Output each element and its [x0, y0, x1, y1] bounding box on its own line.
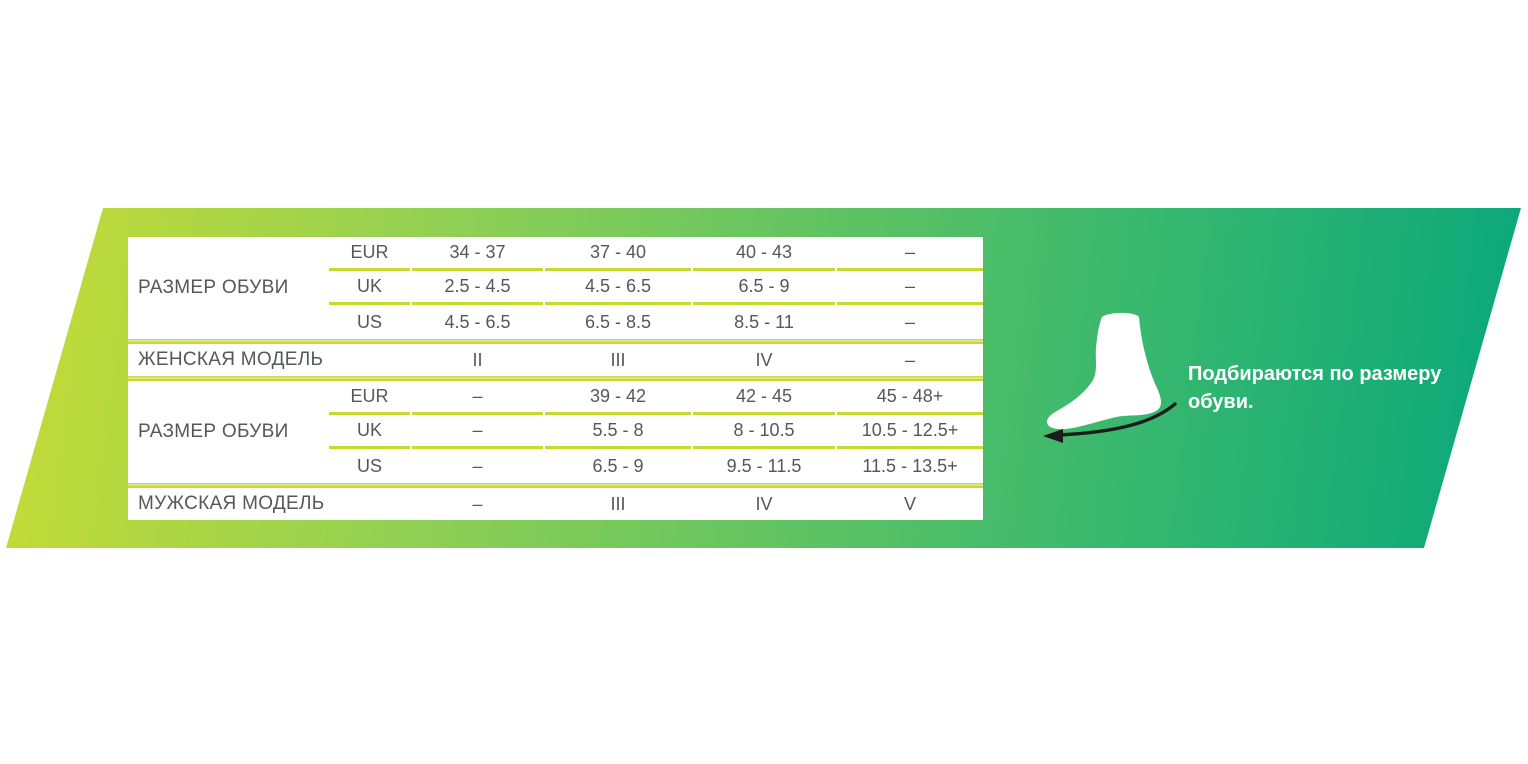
size-system-label: EUR	[329, 237, 410, 271]
section-divider	[128, 483, 983, 488]
size-system-label: US	[356, 311, 382, 332]
size-value: 8 - 10.5	[693, 415, 835, 449]
size-value: –	[904, 311, 915, 332]
size-value: 42 - 45	[693, 381, 835, 415]
size-table: РАЗМЕР ОБУВИ EUR 34 - 37 37 - 40 40 - 43…	[128, 237, 983, 520]
size-value: 6.5 - 9	[592, 455, 644, 476]
size-value: 45 - 48+	[837, 381, 983, 415]
model-class-value: IV	[755, 493, 773, 514]
model-class-value: IV	[755, 349, 773, 370]
size-value: 9.5 - 11.5	[726, 455, 802, 476]
size-value: 6.5 - 9	[693, 271, 835, 305]
size-value: –	[837, 271, 983, 305]
model-class-value: III	[610, 493, 626, 514]
size-system-label: UK	[329, 415, 410, 449]
model-row-label: МУЖСКАЯ МОДЕЛЬ	[138, 493, 325, 514]
note-line-2: обуви.	[1188, 391, 1254, 413]
size-value: 11.5 - 13.5+	[862, 455, 958, 476]
model-class-value: II	[472, 349, 483, 370]
model-row-women: ЖЕНСКАЯ МОДЕЛЬ II III IV –	[128, 344, 983, 376]
size-system-label: EUR	[329, 381, 410, 415]
size-value: –	[472, 455, 483, 476]
size-value: 10.5 - 12.5+	[837, 415, 983, 449]
size-value: 37 - 40	[545, 237, 691, 271]
model-class-value: III	[610, 349, 626, 370]
size-value: 39 - 42	[545, 381, 691, 415]
foot-length-illustration	[1035, 300, 1185, 450]
size-value: 2.5 - 4.5	[412, 271, 543, 305]
size-value: –	[412, 381, 543, 415]
size-value: 34 - 37	[412, 237, 543, 271]
section-divider	[128, 376, 983, 381]
size-system-label: UK	[329, 271, 410, 305]
size-table-section-women: РАЗМЕР ОБУВИ EUR 34 - 37 37 - 40 40 - 43…	[128, 237, 983, 339]
row-header-shoe-size: РАЗМЕР ОБУВИ	[138, 421, 289, 442]
model-class-value: –	[904, 349, 915, 370]
note-line-1: Подбираются по размеру	[1188, 363, 1442, 385]
size-value: 6.5 - 8.5	[584, 311, 652, 332]
foot-length-arrow-icon	[1057, 402, 1177, 437]
size-value: 4.5 - 6.5	[545, 271, 691, 305]
model-class-value: –	[472, 493, 483, 514]
size-value: –	[412, 415, 543, 449]
size-value: 40 - 43	[693, 237, 835, 271]
size-value: –	[837, 237, 983, 271]
row-header-shoe-size: РАЗМЕР ОБУВИ	[138, 277, 289, 298]
size-system-label: US	[356, 455, 382, 476]
note-text: Подбираются по размеру обуви.	[1188, 360, 1468, 416]
section-divider	[128, 339, 983, 344]
foot-icon	[1043, 312, 1177, 443]
size-table-section-men: РАЗМЕР ОБУВИ EUR – 39 - 42 42 - 45 45 - …	[128, 381, 983, 483]
model-class-value: V	[903, 493, 916, 514]
model-row-men: МУЖСКАЯ МОДЕЛЬ – III IV V	[128, 488, 983, 520]
size-value: 8.5 - 11	[734, 311, 794, 332]
model-row-label: ЖЕНСКАЯ МОДЕЛЬ	[138, 349, 324, 370]
size-value: 4.5 - 6.5	[444, 311, 511, 332]
size-value: 5.5 - 8	[545, 415, 691, 449]
